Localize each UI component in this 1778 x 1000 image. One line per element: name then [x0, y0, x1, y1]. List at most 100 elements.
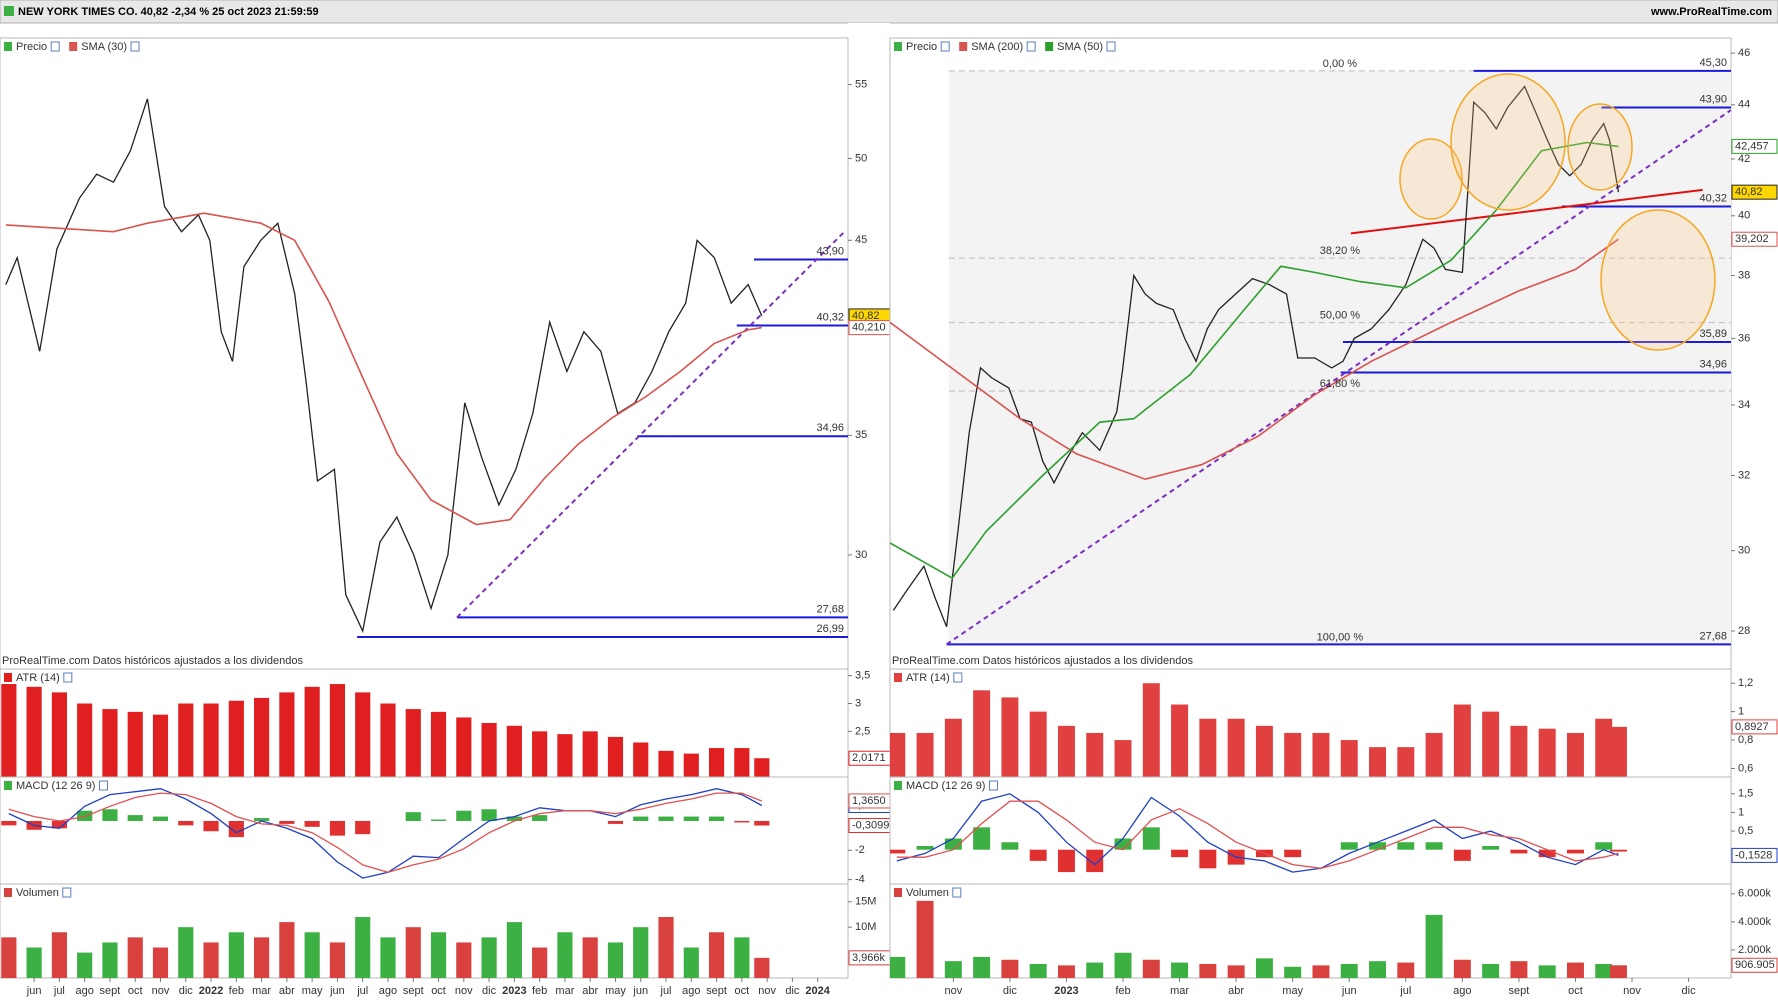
- level-label: 45,30: [1699, 57, 1727, 69]
- bar: [77, 952, 93, 978]
- y-tick-label: 46: [1738, 47, 1750, 59]
- legend-label: Precio: [16, 41, 47, 53]
- bar: [1453, 704, 1471, 777]
- legend-box: [894, 781, 902, 790]
- legend-label: Volumen: [16, 887, 59, 899]
- macd-line: [896, 800, 1619, 869]
- x-tick-label: dic: [785, 985, 800, 997]
- last-value-label: -0,1528: [1735, 849, 1772, 861]
- histogram-bar: [1453, 849, 1471, 861]
- histogram-bar: [973, 827, 991, 850]
- y-tick-label: 1,2: [1738, 677, 1753, 689]
- last-value-label: 2,0171: [852, 752, 886, 764]
- histogram-bar: [1086, 849, 1104, 873]
- level-label: 40,32: [816, 311, 844, 323]
- histogram-bar: [1057, 849, 1075, 873]
- histogram-bar: [532, 815, 548, 821]
- x-tick-label: nov: [1623, 985, 1641, 997]
- bar: [102, 942, 118, 978]
- bar: [456, 717, 472, 777]
- x-tick-label: nov: [152, 985, 170, 997]
- histogram-bar: [916, 845, 934, 850]
- y-tick-label: 36: [1738, 332, 1750, 344]
- y-tick-label: -4: [855, 874, 865, 886]
- x-tick-label: dic: [179, 985, 194, 997]
- bar: [916, 900, 934, 978]
- bar: [1142, 683, 1160, 777]
- legend-label: Precio: [906, 41, 937, 53]
- legend-tool: [50, 41, 60, 52]
- x-tick-label: feb: [532, 985, 547, 997]
- histogram-bar: [405, 812, 421, 821]
- bar: [708, 932, 725, 978]
- y-tick-label: 30: [855, 549, 867, 561]
- histogram-bar: [1284, 849, 1302, 858]
- bar: [916, 732, 934, 777]
- x-tick-label: jul: [660, 985, 672, 997]
- bar: [304, 932, 320, 978]
- highlight-ellipse: [1450, 73, 1566, 211]
- x-tick-label: oct: [734, 985, 749, 997]
- bar: [102, 709, 118, 777]
- bar: [152, 947, 169, 978]
- fib-label: 0,00 %: [1323, 58, 1357, 70]
- panel-frame: [0, 37, 849, 670]
- bar: [481, 937, 497, 978]
- x-tick-label: ago: [1453, 985, 1471, 997]
- histogram-bar: [1510, 849, 1528, 854]
- bar: [51, 932, 67, 978]
- x-tick-label: 2023: [502, 985, 526, 997]
- legend-box: [1045, 42, 1054, 51]
- bar: [1255, 725, 1273, 777]
- header-title: NEW YORK TIMES CO. 40,82 -2,34 % 25 oct …: [18, 6, 319, 18]
- price-line: [890, 238, 1619, 481]
- x-tick-label: abr: [279, 985, 295, 997]
- bar: [127, 711, 143, 777]
- highlight-ellipse: [1567, 103, 1633, 191]
- bar: [557, 932, 573, 978]
- x-tick-label: oct: [128, 985, 143, 997]
- legend-tool: [1106, 41, 1116, 52]
- bar: [203, 942, 219, 978]
- y-tick-label: 1,5: [1738, 788, 1753, 800]
- bar: [890, 732, 906, 777]
- legend-box: [894, 673, 902, 682]
- bar: [973, 956, 991, 978]
- y-tick-label: 4.000k: [1738, 916, 1772, 928]
- legend-tool: [1026, 41, 1036, 52]
- fib-label: 38,20 %: [1320, 245, 1361, 257]
- bar: [77, 703, 93, 777]
- bar: [254, 937, 270, 978]
- bar: [1086, 732, 1104, 777]
- bar: [1595, 718, 1613, 777]
- y-tick-label: 1: [1738, 706, 1744, 718]
- last-value-label: -0,3099: [852, 819, 889, 831]
- bar: [1566, 732, 1584, 777]
- bar: [254, 697, 270, 777]
- plot-area: [890, 793, 1627, 873]
- last-value-label: 40,210: [852, 322, 886, 334]
- level-label: 27,68: [816, 603, 844, 615]
- x-tick-label: oct: [431, 985, 446, 997]
- last-value-label: 42,457: [1735, 140, 1769, 152]
- highlight-ellipse: [1399, 138, 1463, 220]
- histogram-bar: [228, 820, 244, 838]
- x-tick-label: jun: [1341, 985, 1357, 997]
- legend-tool: [63, 672, 73, 683]
- bar: [1312, 732, 1330, 777]
- bar: [633, 742, 649, 777]
- histogram-bar: [1566, 849, 1584, 854]
- bar: [557, 734, 573, 777]
- x-tick-label: sept: [403, 985, 424, 997]
- bar: [607, 942, 624, 978]
- y-tick-label: 38: [1738, 269, 1750, 281]
- bar: [203, 703, 219, 777]
- legend-label: SMA (50): [1057, 41, 1103, 53]
- bar: [506, 922, 522, 978]
- histogram-bar: [944, 838, 962, 850]
- y-tick-label: 28: [1738, 625, 1750, 637]
- bar: [279, 692, 295, 777]
- level-label: 43,90: [1699, 93, 1727, 105]
- bar: [582, 731, 598, 777]
